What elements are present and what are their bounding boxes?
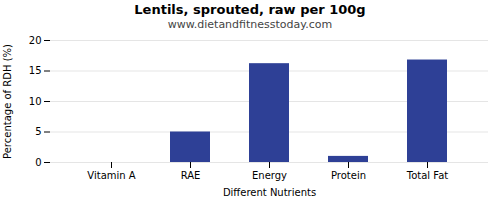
svg-text:20: 20 [29,35,42,46]
html-text:Lentils, sprouted, raw per 100: Lentils, sprouted, raw per 100g [134,2,366,17]
svg-text:Total Fat: Total Fat [406,170,448,181]
html-text:www.dietandfitnesstoday.com: www.dietandfitnesstoday.com [167,18,333,31]
svg-text:Energy: Energy [252,170,287,181]
svg-text:5: 5 [35,126,41,137]
svg-text:Vitamin A: Vitamin A [87,170,135,181]
svg-text:10: 10 [29,96,42,107]
svg-text:Different Nutrients: Different Nutrients [223,187,316,198]
svg-text:RAE: RAE [181,170,201,181]
svg-text:Protein: Protein [331,170,366,181]
svg-text:0: 0 [35,157,41,168]
svg-text:Percentage of RDH (%): Percentage of RDH (%) [2,44,13,159]
svg-text:15: 15 [29,65,42,76]
